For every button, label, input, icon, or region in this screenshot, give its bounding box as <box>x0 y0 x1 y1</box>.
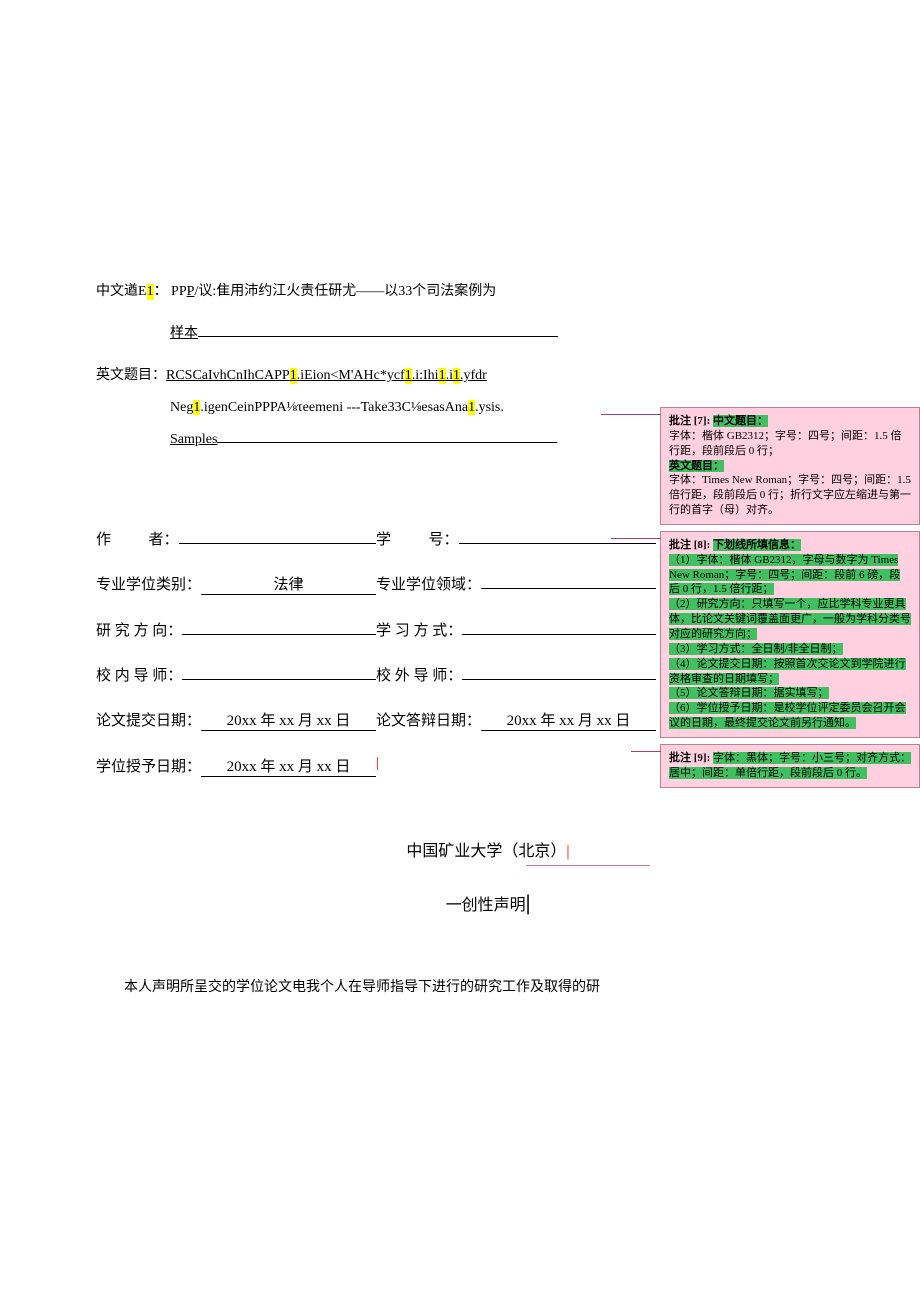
declaration-body: 本人声明所呈交的学位论文电我个人在导师指导下进行的研究工作及取得的研 <box>96 976 880 996</box>
study-mode-fill <box>462 634 656 635</box>
degree-type-label: 专业学位类别： <box>96 573 201 594</box>
grant-date-value: 20xx 年 xx 月 xx 日 <box>201 755 376 777</box>
submit-date-value: 20xx 年 xx 月 xx 日 <box>201 709 376 731</box>
pair-internal-advisor: 校 内 导 师： <box>96 664 376 685</box>
en-title-row: 英文题目： RCSCaIvhCnIhCAPP1.iEion<M'AHc*ycf1… <box>96 364 880 384</box>
en-text1e: .i:Ihi <box>412 368 439 384</box>
en-text1h: 1 <box>453 368 460 384</box>
pair-degree-field: 专业学位领域： <box>376 573 656 595</box>
uni-connector <box>526 865 650 866</box>
cn-title-label-suffix: ： PP <box>154 280 187 300</box>
cursor-mark-2: | <box>566 843 569 860</box>
en-text1f: 1 <box>439 368 446 384</box>
author-fill <box>179 543 376 544</box>
degree-field-fill <box>481 588 656 589</box>
en-extend-line <box>217 442 557 443</box>
en-text2a: Neg <box>170 400 193 415</box>
c7-t1: 中文题目： <box>713 415 768 427</box>
degree-type-value: 法律 <box>201 573 376 595</box>
student-no-label: 学 号： <box>376 528 459 549</box>
c8-label: 批注 [8]: <box>669 539 710 551</box>
cn-title-text1: /议:隹用沛约江火责任研尤——以33个司法案例为 <box>194 280 496 300</box>
research-dir-fill <box>182 634 376 635</box>
c8-6: （6）学位授予日期：是校学位评定委员会召开会议的日期，最终提交论文前另行通知。 <box>669 702 906 729</box>
c7-t2: 英文题目： <box>669 460 724 472</box>
c7-body2: 字体：Times New Roman；字号：四号；间距：1.5 倍行距，段前段后… <box>669 474 911 516</box>
defense-date-label: 论文答辩日期： <box>376 709 481 730</box>
study-mode-label: 学 习 方 式： <box>376 619 462 640</box>
pair-defense-date: 论文答辩日期： 20xx 年 xx 月 xx 日 <box>376 709 656 731</box>
c8-4: （4）论文提交日期：按照首次交论文到学院进行资格审查的日期填写； <box>669 658 906 685</box>
connector-8 <box>611 538 661 539</box>
cursor-mark-3: | <box>526 890 531 915</box>
c9-label: 批注 [9]: <box>669 752 710 764</box>
connector-9 <box>631 751 661 752</box>
research-dir-label: 研 究 方 向： <box>96 619 182 640</box>
cn-title-text2: 样本 <box>170 326 198 341</box>
external-advisor-label: 校 外 导 师： <box>376 664 462 685</box>
grant-date-label: 学位授予日期： <box>96 755 201 776</box>
comments-panel: 批注 [7]: 中文题目： 字体：楷体 GB2312；字号：四号；间距：1.5 … <box>660 407 920 794</box>
en-text2e: .ysis. <box>475 400 504 415</box>
pair-grant-date: 学位授予日期： 20xx 年 xx 月 xx 日 <box>96 755 376 777</box>
c8-3: （3）学习方式：全日制/非全日制； <box>669 643 843 655</box>
pair-study-mode: 学 习 方 式： <box>376 619 656 640</box>
en-text1g: .i <box>446 368 453 384</box>
en-text1a: RCSCaIvhCnIhCAPP <box>166 368 290 384</box>
c7-label: 批注 [7]: <box>669 415 710 427</box>
pair-author: 作 者： <box>96 528 376 549</box>
en-text1i: .yfdr <box>460 368 487 384</box>
comment-9: 批注 [9]: 字体：黑体；字号：小三号；对齐方式：居中；间距：单倍行距，段前段… <box>660 744 920 788</box>
en-text3: Samples <box>170 432 217 447</box>
degree-field-label: 专业学位领域： <box>376 573 481 594</box>
pair-submit-date: 论文提交日期： 20xx 年 xx 月 xx 日 <box>96 709 376 731</box>
pair-research-dir: 研 究 方 向： <box>96 619 376 640</box>
external-advisor-fill <box>462 679 656 680</box>
author-label: 作 者： <box>96 528 179 549</box>
en-title-label: 英文题目： <box>96 364 166 384</box>
cn-label-hl: 1 <box>147 284 154 300</box>
c8-1: （1）字体：楷体 GB2312，字母与数字为 Times New Roman；字… <box>669 554 900 596</box>
cn-extend-line <box>198 336 558 337</box>
en-text1d: 1 <box>405 368 412 384</box>
c8-5: （5）论文答辩日期：据实填写； <box>669 687 829 699</box>
cn-title-label-prefix: 中文遒E <box>96 280 147 300</box>
c7-body1: 字体：楷体 GB2312；字号：四号；间距：1.5 倍行距，段前段后 0 行； <box>669 430 902 457</box>
university-name: 中国矿业大学（北京） <box>406 843 566 860</box>
pair-degree-type: 专业学位类别： 法律 <box>96 573 376 595</box>
connector-7 <box>601 414 661 415</box>
en-text2c: .igenCeinPPPA⅛τeemeni­ ---Take33C⅛esasAn… <box>200 400 468 415</box>
en-text1b: 1 <box>290 368 297 384</box>
student-no-fill <box>459 543 656 544</box>
submit-date-label: 论文提交日期： <box>96 709 201 730</box>
c8-2: （2）研究方向：只填写一个，应比学科专业更具体，比论文关键词覆盖面更广，一般为学… <box>669 598 911 640</box>
defense-date-value: 20xx 年 xx 月 xx 日 <box>481 709 656 731</box>
cn-title-row: 中文遒E1： PPP/议:隹用沛约江火责任研尤——以33个司法案例为 <box>96 280 880 300</box>
cn-title-line2-wrapper: 样本 <box>170 322 880 342</box>
declaration-title-row: 一创性声明| <box>96 890 880 916</box>
comment-7: 批注 [7]: 中文题目： 字体：楷体 GB2312；字号：四号；间距：1.5 … <box>660 407 920 525</box>
internal-advisor-label: 校 内 导 师： <box>96 664 182 685</box>
comment-8: 批注 [8]: 下划线所填信息： （1）字体：楷体 GB2312，字母与数字为 … <box>660 531 920 738</box>
declaration-title: 一创性声明 <box>446 897 526 914</box>
internal-advisor-fill <box>182 679 376 680</box>
cursor-mark-1: | <box>376 755 379 777</box>
university-name-row: 中国矿业大学（北京）| <box>96 837 880 861</box>
c8-t: 下划线所填信息： <box>713 539 801 551</box>
en-text1c: .iEion<M'AHc*ycf <box>297 368 405 384</box>
cn-title-p: P <box>187 284 195 300</box>
pair-external-advisor: 校 外 导 师： <box>376 664 656 685</box>
